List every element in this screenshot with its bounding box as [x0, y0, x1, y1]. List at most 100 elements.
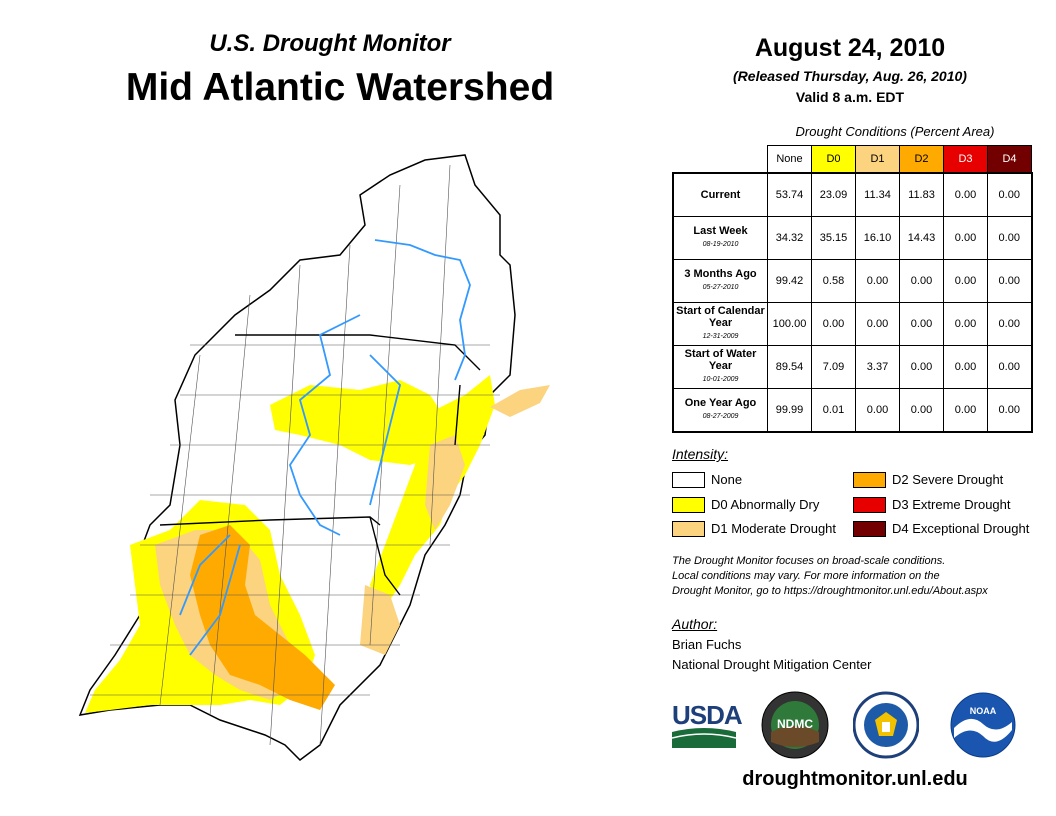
d1-area-longisland [490, 385, 550, 417]
legend-swatch-d4 [853, 521, 886, 537]
row-date: 10-01-2009 [702, 376, 739, 383]
doc-seal-logo [853, 691, 919, 759]
table-row: Last Week 08-19-2010 34.32 35.15 16.10 14.43 0… [672, 216, 1032, 260]
county-boundaries [90, 164, 500, 746]
d1-area-east [360, 585, 400, 655]
cell-d3: 0.00 [943, 216, 988, 260]
table-caption: Drought Conditions (Percent Area) [795, 124, 995, 139]
row-label: 3 Months Ago 05-27-2010 [672, 259, 768, 303]
cell-d2: 0.00 [899, 259, 944, 303]
row-label: Current [672, 172, 768, 217]
cell-d0: 7.09 [811, 345, 856, 389]
row-label: One Year Ago 08-27-2009 [672, 388, 768, 433]
cell-d3: 0.00 [943, 172, 988, 217]
row-label: Start of Calendar Year 12-31-2009 [672, 302, 768, 346]
cell-d1: 0.00 [855, 259, 900, 303]
website-link[interactable]: droughtmonitor.unl.edu [742, 768, 968, 790]
cell-d0: 0.01 [811, 388, 856, 433]
map-subtitle: U.S. Drought Monitor [209, 30, 451, 57]
cell-d1: 3.37 [855, 345, 900, 389]
legend-swatch-d0 [672, 497, 705, 513]
cell-d2: 14.43 [899, 216, 944, 260]
cell-none: 99.42 [767, 259, 812, 303]
cell-d3: 0.00 [943, 302, 988, 346]
d2-area-south [190, 525, 335, 710]
release-date: (Released Thursday, Aug. 26, 2010) [733, 68, 967, 84]
row-date: 12-31-2009 [702, 333, 739, 340]
cell-d1: 11.34 [855, 172, 900, 217]
table-row: One Year Ago 08-27-2009 99.99 0.01 0.00 0.00 0… [672, 388, 1032, 433]
row-label-text: 3 Months Ago [684, 268, 757, 280]
col-header-d4: D4 [987, 145, 1032, 174]
table-row: 3 Months Ago 05-27-2010 99.42 0.58 0.00 0.00 0… [672, 259, 1032, 303]
row-label-text: One Year Ago [684, 397, 757, 409]
cell-d3: 0.00 [943, 388, 988, 433]
ndmc-logo-text: NDMC [777, 717, 813, 731]
row-date: 08-27-2009 [702, 413, 739, 420]
map-date: August 24, 2010 [754, 34, 946, 62]
col-header-d0: D0 [811, 145, 856, 174]
author-name: Brian Fuchs [672, 637, 742, 652]
cell-d2: 0.00 [899, 302, 944, 346]
map-title: Mid Atlantic Watershed [125, 66, 555, 109]
row-label: Start of Water Year 10-01-2009 [672, 345, 768, 389]
cell-d4: 0.00 [987, 172, 1032, 217]
cell-none: 34.32 [767, 216, 812, 260]
author-org: National Drought Mitigation Center [672, 657, 872, 672]
cell-d1: 0.00 [855, 388, 900, 433]
table-row: Start of Water Year 10-01-2009 89.54 7.09 3.… [672, 345, 1032, 389]
author-heading: Author: [672, 616, 718, 632]
legend-title: Intensity: [672, 446, 729, 462]
cell-none: 53.74 [767, 172, 812, 217]
row-label-text: Last Week [693, 225, 748, 237]
cell-d1: 0.00 [855, 302, 900, 346]
row-label-text: Start of Water Year [684, 348, 757, 372]
cell-d0: 35.15 [811, 216, 856, 260]
legend-label-d0: D0 Abnormally Dry [711, 497, 820, 512]
note-line-1: The Drought Monitor focuses on broad-sca… [672, 555, 946, 567]
cell-d2: 0.00 [899, 388, 944, 433]
cell-d2: 11.83 [899, 172, 944, 217]
row-label-text: Current [700, 189, 741, 201]
cell-d1: 16.10 [855, 216, 900, 260]
cell-d3: 0.00 [943, 345, 988, 389]
ndmc-logo: NDMC [761, 691, 829, 759]
cell-d4: 0.00 [987, 216, 1032, 260]
col-header-d2: D2 [899, 145, 944, 174]
cell-d0: 0.58 [811, 259, 856, 303]
legend-label-none: None [711, 472, 743, 487]
drought-map [78, 154, 550, 761]
cell-d4: 0.00 [987, 259, 1032, 303]
col-header-d3: D3 [943, 145, 988, 174]
drought-stats-table: None D0 D1 D2 D3 D4 Current 53.74 23.09 11.… [672, 145, 1033, 433]
cell-d4: 0.00 [987, 388, 1032, 433]
legend-swatch-d2 [853, 472, 886, 488]
col-header-none: None [767, 145, 812, 174]
cell-d3: 0.00 [943, 259, 988, 303]
state-boundaries [159, 334, 481, 596]
noaa-logo-text: NOAA [970, 706, 997, 716]
d1-area-coast [425, 435, 465, 530]
legend-swatch-d3 [853, 497, 886, 513]
cell-none: 99.99 [767, 388, 812, 433]
cell-d0: 23.09 [811, 172, 856, 217]
cell-d4: 0.00 [987, 302, 1032, 346]
col-header-d1: D1 [855, 145, 900, 174]
cell-d0: 0.00 [811, 302, 856, 346]
usda-logo: USDA [672, 700, 743, 730]
row-label-text: Start of Calendar Year [676, 305, 765, 329]
table-row: Start of Calendar Year 12-31-2009 100.00 0.… [672, 302, 1032, 346]
legend-label-d2: D2 Severe Drought [892, 472, 1004, 487]
noaa-logo: NOAA [950, 692, 1016, 758]
legend-label-d3: D3 Extreme Drought [892, 497, 1011, 512]
legend-swatch-none [672, 472, 705, 488]
cell-d4: 0.00 [987, 345, 1032, 389]
legend-swatch-d1 [672, 521, 705, 537]
table-row: Current 53.74 23.09 11.34 11.83 0.00 0.00 [672, 172, 1032, 217]
legend-label-d1: D1 Moderate Drought [711, 521, 837, 536]
cell-none: 100.00 [767, 302, 812, 346]
note-line-3: Drought Monitor, go to https://droughtmo… [672, 585, 988, 597]
legend-label-d4: D4 Exceptional Drought [892, 521, 1030, 536]
disclaimer-note: The Drought Monitor focuses on broad-sca… [672, 554, 1042, 599]
usda-logo-hills [672, 728, 736, 748]
